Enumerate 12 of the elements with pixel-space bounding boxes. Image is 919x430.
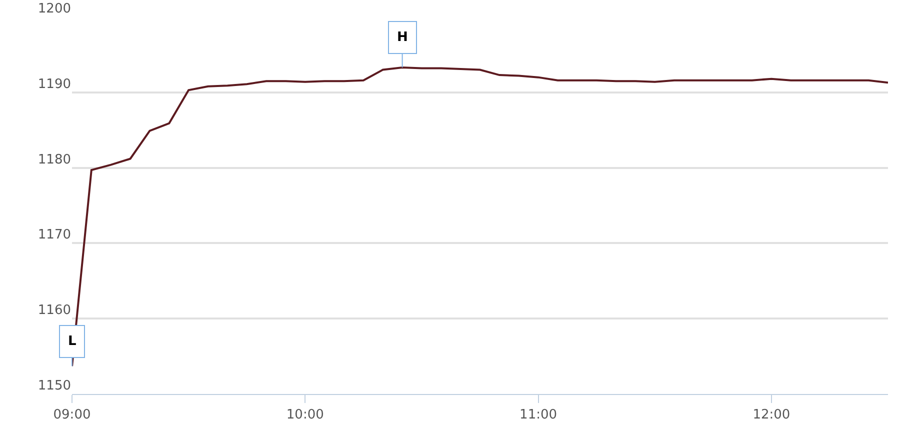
y-tick-label: 1150 [38, 378, 71, 394]
y-tick-label: 1160 [38, 303, 71, 318]
x-tick-label: 10:00 [286, 408, 324, 423]
y-tick-label: 1180 [38, 152, 71, 168]
annotation: L [68, 334, 76, 349]
y-tick-label: 1190 [38, 76, 71, 92]
x-tick-label: 12:00 [752, 408, 790, 423]
x-tick-label: 11:00 [520, 408, 558, 423]
x-tick-label: 09:00 [53, 408, 91, 423]
y-tick-label: 1170 [38, 228, 71, 243]
annotation: H [397, 30, 408, 45]
y-tick-label: 1200 [38, 1, 71, 16]
